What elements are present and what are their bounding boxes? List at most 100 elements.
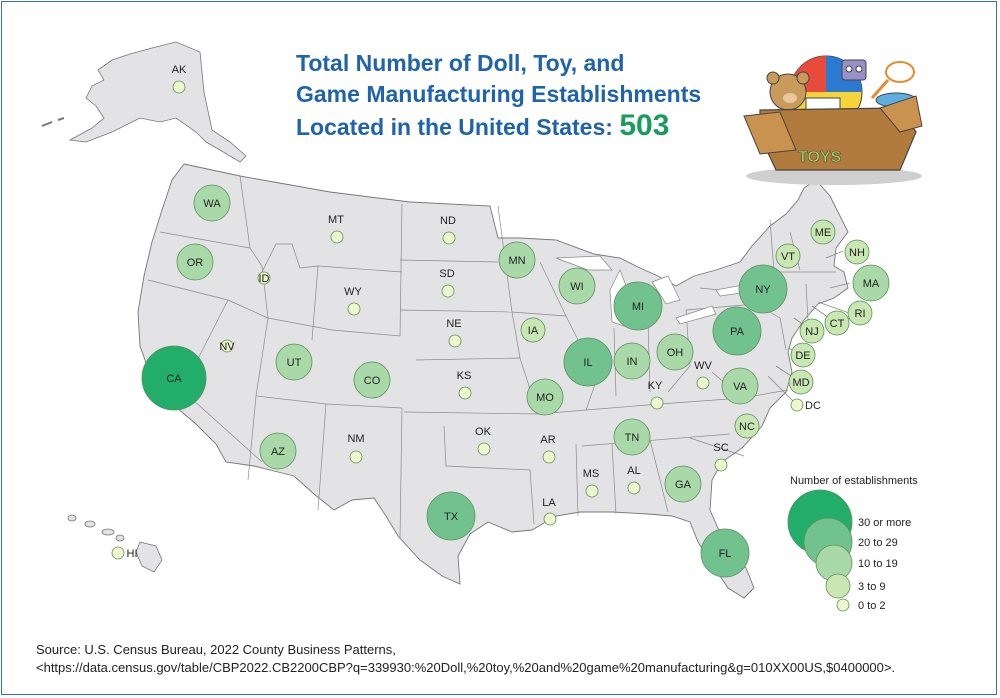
title-line-3: Located in the United States: 503: [296, 110, 756, 143]
bubble-tx: [426, 491, 476, 541]
bubble-ks: [458, 386, 472, 400]
bubble-sd: [441, 284, 455, 298]
state-bubble-tx: TX: [426, 491, 476, 541]
bubble-sc: [714, 458, 728, 472]
map-title: Total Number of Doll, Toy, and Game Manu…: [296, 48, 756, 143]
bubble-ia: [520, 317, 546, 343]
state-label-hi: HI: [127, 548, 138, 560]
source-note: Source: U.S. Census Bureau, 2022 County …: [36, 641, 895, 677]
legend-title: Number of establishments: [790, 475, 918, 487]
state-bubble-az: AZ: [259, 432, 297, 470]
state-bubble-fl: FL: [700, 528, 750, 578]
state-label-il: IL: [583, 357, 592, 369]
piano-toy: [805, 97, 841, 111]
bubble-nc: [734, 413, 760, 439]
state-bubble-dc: DC: [790, 398, 821, 412]
state-bubble-ks: KS: [457, 370, 472, 400]
state-label-co: CO: [364, 375, 381, 387]
state-label-nc: NC: [739, 421, 755, 433]
box-shadow: [746, 167, 922, 185]
state-bubble-me: ME: [810, 219, 836, 245]
state-bubble-ut: UT: [275, 343, 313, 381]
state-label-tn: TN: [625, 432, 640, 444]
state-label-wa: WA: [203, 198, 221, 210]
state-label-ma: MA: [863, 278, 880, 290]
state-label-sc: SC: [713, 442, 728, 454]
state-bubble-nm: NM: [347, 433, 365, 464]
state-bubble-pa: PA: [712, 306, 762, 356]
total-count: 503: [619, 109, 670, 142]
state-bubble-wa: WA: [193, 184, 231, 222]
title-line-1: Total Number of Doll, Toy, and: [296, 50, 625, 76]
state-label-vt: VT: [781, 251, 795, 263]
state-label-ks: KS: [457, 370, 472, 382]
bubble-il: [563, 337, 613, 387]
bubble-dc: [790, 398, 804, 412]
state-bubble-nd: ND: [440, 215, 456, 245]
state-label-ok: OK: [475, 426, 492, 438]
state-label-nm: NM: [347, 433, 364, 445]
state-bubble-ky: KY: [648, 380, 664, 410]
state-bubble-tn: TN: [613, 418, 651, 456]
state-bubble-il: IL: [563, 337, 613, 387]
state-label-wi: WI: [570, 281, 583, 293]
legend-label-c0: 0 to 2: [858, 600, 886, 612]
bubble-ok: [477, 442, 491, 456]
state-bubble-vt: VT: [775, 243, 801, 269]
legend-label-c20: 20 to 29: [858, 537, 898, 549]
state-label-ky: KY: [648, 380, 663, 392]
bubble-md: [788, 369, 814, 395]
tennis-racket: [885, 61, 915, 83]
legend-circle-c0: [836, 598, 850, 612]
bubble-mo: [526, 378, 564, 416]
state-label-id: ID: [259, 273, 270, 285]
bubble-az: [259, 432, 297, 470]
bubble-or: [176, 243, 214, 281]
bubble-de: [790, 342, 816, 368]
state-bubble-ar: AR: [540, 434, 556, 464]
state-bubble-oh: OH: [656, 333, 694, 371]
alaska-shape: [68, 41, 247, 163]
hawaii-shape: [67, 514, 163, 573]
state-label-nd: ND: [440, 215, 456, 227]
state-label-pa: PA: [730, 326, 745, 338]
state-label-in: IN: [627, 356, 638, 368]
state-bubble-ma: MA: [852, 264, 890, 302]
bubble-ct: [824, 310, 850, 336]
state-label-ri: RI: [855, 308, 866, 320]
state-label-ga: GA: [675, 479, 692, 491]
bubble-va: [721, 367, 759, 405]
state-bubble-ca: CA: [141, 345, 207, 411]
state-bubble-in: IN: [613, 342, 651, 380]
bubble-ak: [172, 80, 186, 94]
bubble-ca: [141, 345, 207, 411]
state-bubble-nc: NC: [734, 413, 760, 439]
bubble-id: [257, 271, 271, 285]
state-label-mn: MN: [508, 255, 525, 267]
state-label-va: VA: [733, 381, 748, 393]
bubble-nh: [844, 239, 870, 265]
bubble-ar: [542, 450, 556, 464]
state-bubble-co: CO: [353, 361, 391, 399]
state-bubble-sd: SD: [439, 268, 455, 298]
bubble-ky: [650, 396, 664, 410]
state-bubble-va: VA: [721, 367, 759, 405]
state-label-ak: AK: [172, 64, 187, 76]
state-bubble-ms: MS: [583, 468, 600, 498]
state-bubble-ok: OK: [475, 426, 492, 456]
bubble-ga: [664, 465, 702, 503]
state-bubble-wy: WY: [344, 286, 363, 316]
state-label-ms: MS: [583, 468, 600, 480]
bubble-ne: [448, 334, 462, 348]
state-label-wv: WV: [694, 360, 712, 372]
bubble-hi: [111, 546, 125, 560]
state-label-ct: CT: [830, 318, 845, 330]
bubble-ma: [852, 264, 890, 302]
state-label-wy: WY: [344, 286, 362, 298]
state-bubble-nv: NV: [219, 339, 235, 353]
bubble-mi: [613, 281, 663, 331]
toy-box-label: TOYS: [798, 149, 842, 166]
bubble-nv: [220, 339, 234, 353]
state-bubble-wv: WV: [694, 360, 713, 390]
